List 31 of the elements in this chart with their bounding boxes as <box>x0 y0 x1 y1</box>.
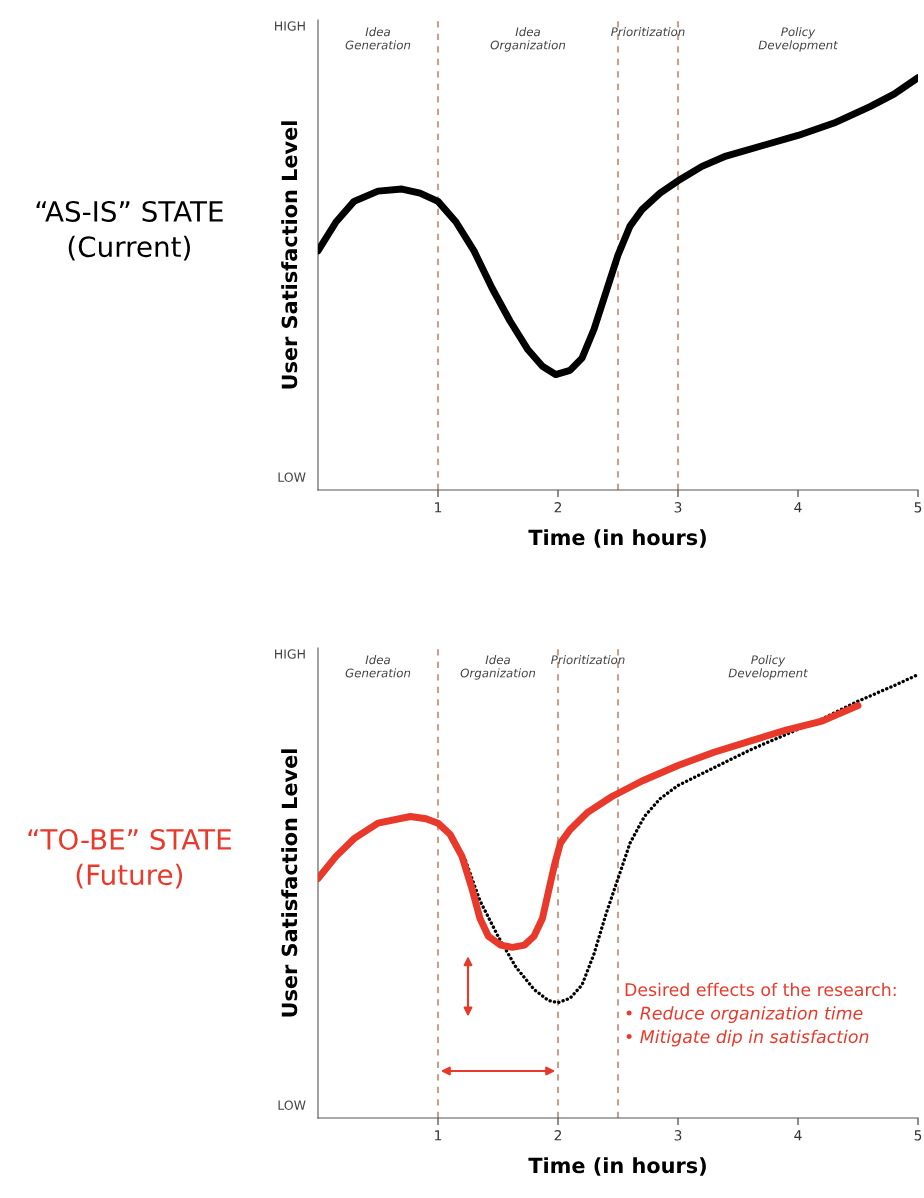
text: LOW <box>278 472 306 482</box>
x-tick-label: 3 <box>674 1130 682 1141</box>
x-axis-title: Time (in hours) <box>528 529 706 548</box>
text: “AS-IS” STATE (Current) <box>36 200 223 261</box>
text: Idea Generation <box>345 27 411 50</box>
text: HIGH <box>275 21 305 31</box>
text: Idea Organization <box>490 27 566 52</box>
x-tick-label: 5 <box>914 502 922 513</box>
text: Policy Development <box>758 27 839 52</box>
x-tick-label: 2 <box>554 502 562 513</box>
y-axis-title: User Satisfaction Level <box>281 749 298 1017</box>
annotation: Policy Development <box>728 655 809 680</box>
x-tick-label: 2 <box>554 1130 562 1141</box>
annotation: Idea Organization <box>460 655 536 680</box>
y-axis-title: User Satisfaction Level <box>281 121 298 389</box>
text: Prioritization <box>611 27 685 37</box>
annotation: Desired effects of the research: <box>625 982 896 997</box>
x-tick-label: 4 <box>794 1130 802 1141</box>
x-tick-label: 5 <box>914 1130 922 1141</box>
text: Prioritization <box>551 655 625 665</box>
annotation: • Reduce organization time <box>626 1006 863 1023</box>
x-axis-title: Time (in hours) <box>528 1157 706 1176</box>
x-tick-label: 1 <box>435 502 442 513</box>
x-tick-label: 3 <box>674 502 682 513</box>
annotation: • Mitigate dip in satisfaction <box>626 1029 869 1047</box>
annotation: Idea Generation <box>345 655 411 678</box>
x-tick-label: 4 <box>794 502 802 513</box>
x-tick-label: 1 <box>435 1130 442 1141</box>
text: LOW <box>278 1100 306 1110</box>
text: HIGH <box>275 649 305 659</box>
text: “TO-BE” STATE (Future) <box>28 828 231 889</box>
